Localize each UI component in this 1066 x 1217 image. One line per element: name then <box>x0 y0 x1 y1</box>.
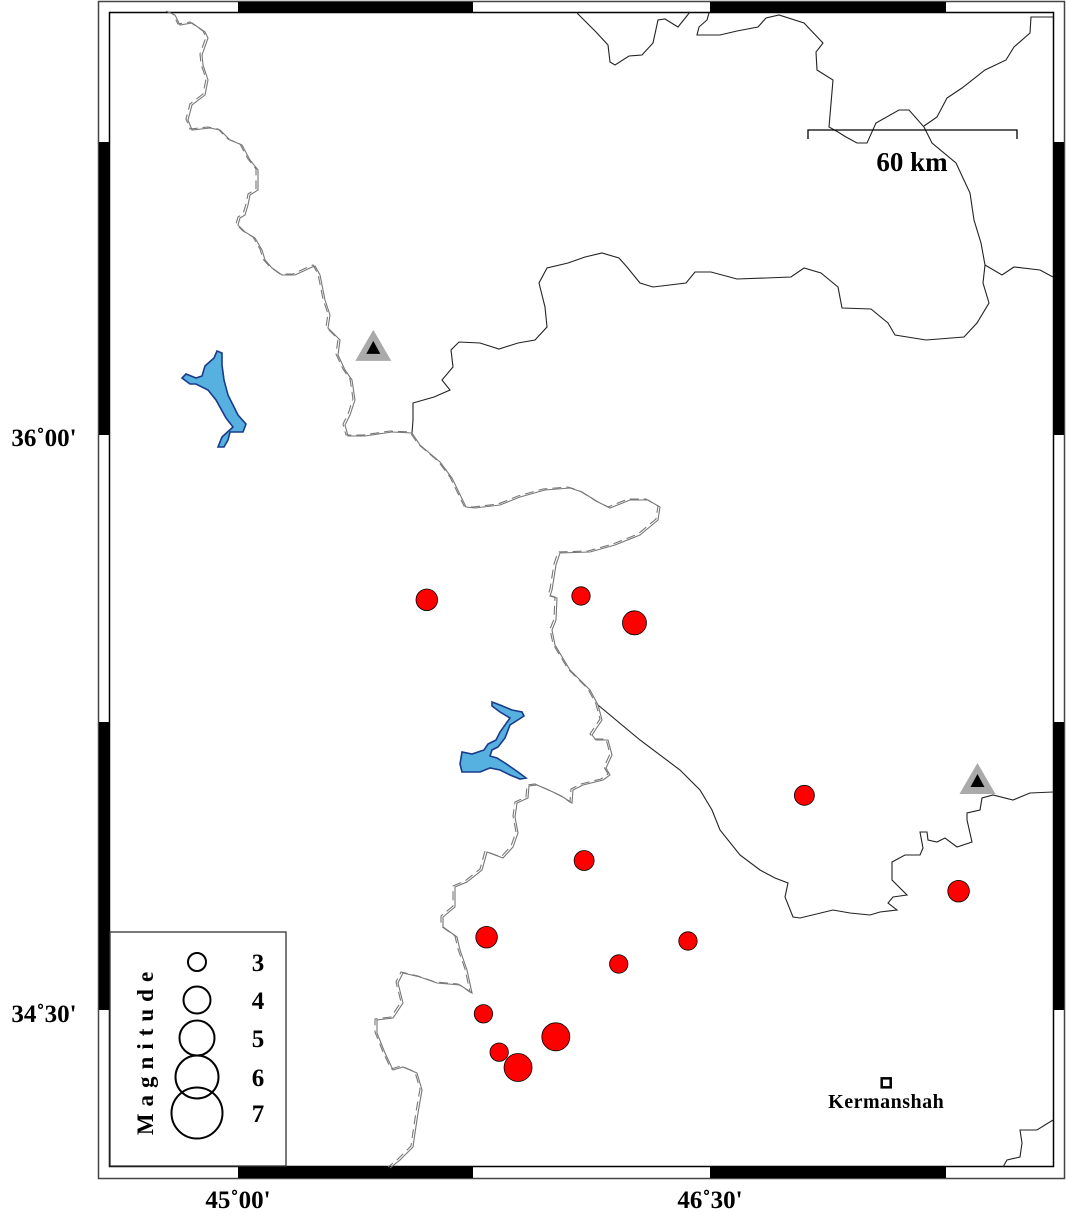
legend-label: 3 <box>252 950 265 977</box>
province-boundary <box>576 11 691 66</box>
earthquake-event <box>609 954 629 974</box>
earthquake-event <box>794 784 815 806</box>
legend-label: 7 <box>252 1101 265 1128</box>
earthquake-event <box>571 586 591 606</box>
legend-label: 4 <box>252 988 265 1015</box>
earthquake-event <box>473 1004 494 1024</box>
lat-tick-label: 34˚30' <box>11 1001 76 1028</box>
earthquake-events <box>415 586 970 1082</box>
legend-circle <box>187 952 207 972</box>
legend-title: Magnitude <box>133 965 158 1135</box>
magnitude-legend: Magnitude 3 4 5 6 7 <box>109 931 287 1167</box>
legend-circle <box>170 1086 224 1140</box>
earthquake-event <box>415 588 439 612</box>
lat-tick-label: 36˚00' <box>11 425 76 452</box>
station-triangle-icon <box>355 329 392 361</box>
city-square-icon <box>880 1077 892 1089</box>
province-boundary <box>597 704 1054 919</box>
province-boundary <box>923 16 1053 127</box>
lake <box>180 349 247 448</box>
earthquake-event <box>541 1022 571 1052</box>
earthquake-event <box>678 931 698 951</box>
earthquake-event <box>622 610 647 636</box>
legend-label: 5 <box>252 1026 265 1053</box>
earthquake-event <box>489 1042 509 1062</box>
earthquake-event <box>947 879 970 903</box>
legend-circle <box>174 1054 220 1100</box>
earthquake-event <box>475 925 498 949</box>
lon-tick-label: 45˚00' <box>205 1187 270 1214</box>
legend-label: 6 <box>252 1065 265 1092</box>
lon-tick-label: 46˚30' <box>677 1187 742 1214</box>
province-boundary <box>984 264 1054 278</box>
province-boundaries <box>411 11 1054 1168</box>
earthquake-event <box>573 850 595 871</box>
stations <box>355 329 996 794</box>
station-triangle-icon <box>959 763 996 794</box>
scale-bar: 60 km <box>807 129 1018 177</box>
lake <box>459 700 528 780</box>
legend-circle <box>182 985 212 1015</box>
earthquake-event <box>503 1053 533 1082</box>
province-boundary <box>1002 1119 1054 1168</box>
international-border <box>165 10 661 1169</box>
scale-bar-label: 60 km <box>876 147 948 177</box>
city-label: Kermanshah <box>828 1091 944 1113</box>
city-kermanshah: Kermanshah <box>828 1077 944 1113</box>
province-boundary <box>411 12 990 434</box>
